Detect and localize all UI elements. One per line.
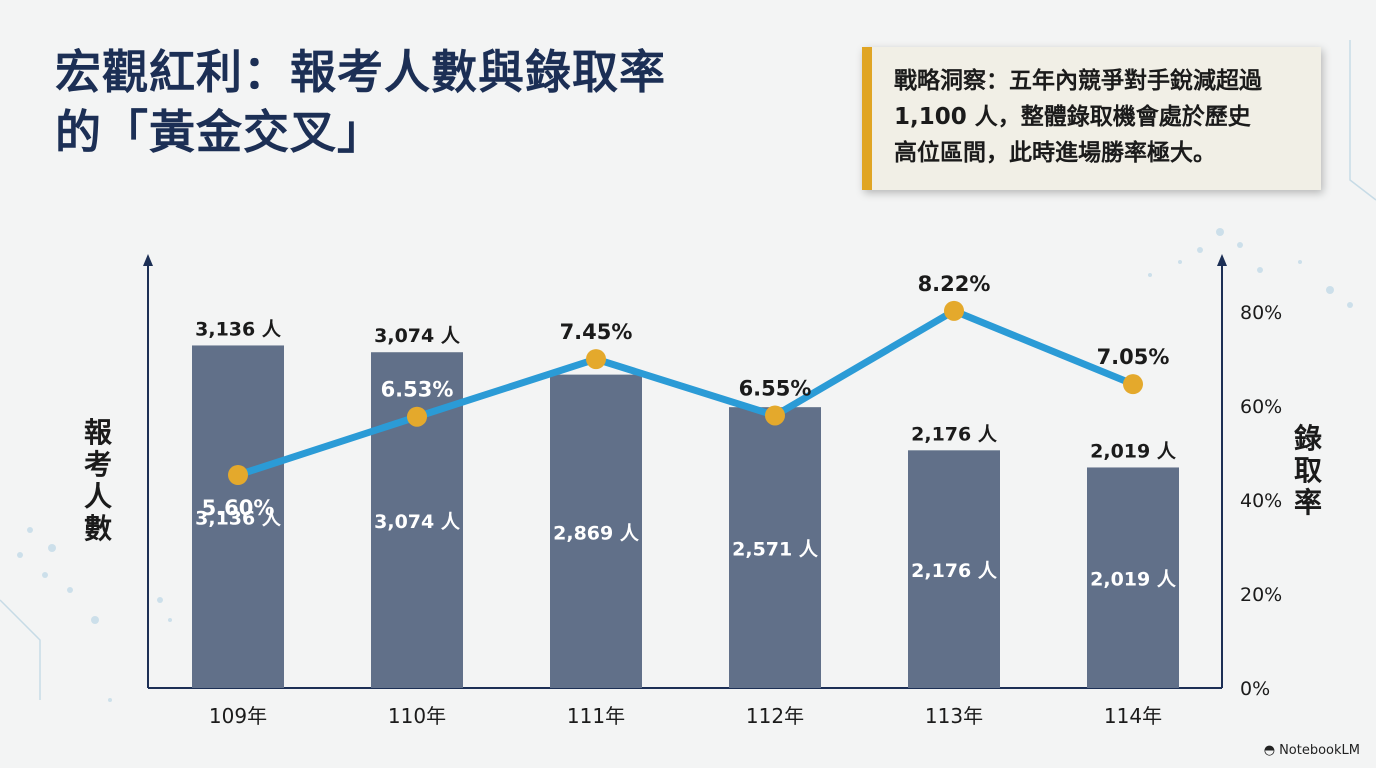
bar-3 [550, 374, 642, 688]
decorative-dots [17, 228, 1353, 702]
rate-point-4 [765, 405, 785, 426]
rate-point-5 [944, 300, 964, 321]
insight-line-1: 戰略洞察：五年內競爭對手銳減超過 [894, 68, 1262, 94]
insight-line-3: 高位區間，此時進場勝率極大。 [894, 140, 1216, 166]
rate-line [236, 307, 1135, 479]
bar-1 [192, 345, 284, 688]
bar-inner-label-2: 3,074 人 [374, 511, 461, 533]
brand-mark: ◓ NotebookLM [1264, 743, 1360, 758]
title-line-1: 宏觀紅利：報考人數與錄取率 [55, 45, 666, 99]
y-right-tick-label-4: 60% [1240, 396, 1282, 418]
bar-top-label-1: 3,136 人 [195, 318, 282, 340]
rate-point-3 [586, 349, 606, 370]
bar-6 [1087, 467, 1179, 688]
rate-label-2: 6.53% [381, 378, 454, 402]
y-right-tick-label-2: 20% [1240, 584, 1282, 606]
bar-top-label-2: 3,074 人 [374, 325, 461, 347]
title-line-2: 的「黃金交叉」 [55, 105, 384, 159]
bar-inner-label-1: 3,136 人 [195, 508, 282, 530]
x-tick-label-2: 110年 [388, 704, 446, 728]
y-axis-right-title: 錄取率 [1294, 422, 1322, 519]
x-tick-label-4: 112年 [746, 704, 804, 728]
x-tick-label-6: 114年 [1104, 704, 1162, 728]
rate-label-3: 7.45% [560, 320, 633, 344]
rate-point-2 [407, 406, 427, 427]
right-axis-arrow [1217, 254, 1227, 266]
notebooklm-icon: ◓ [1263, 743, 1276, 758]
x-tick-label-3: 111年 [567, 704, 625, 728]
insight-line-2: 1,100 人，整體錄取機會處於歷史 [894, 104, 1251, 130]
bar-inner-label-3: 2,869 人 [553, 522, 640, 544]
bar-inner-label-4: 2,571 人 [732, 539, 819, 561]
rate-point-1 [228, 465, 248, 485]
bar-4 [729, 407, 821, 688]
rate-point-6 [1123, 374, 1143, 395]
x-tick-label-5: 113年 [925, 704, 983, 728]
bar-inner-label-6: 2,019 人 [1090, 569, 1177, 591]
rate-label-4: 6.55% [739, 376, 812, 400]
bar-inner-label-5: 2,176 人 [911, 560, 998, 582]
insight-callout: 戰略洞察：五年內競爭對手銳減超過 1,100 人，整體錄取機會處於歷史 高位區間… [862, 47, 1321, 190]
bar-5 [908, 450, 1000, 688]
rate-label-1: 5.60% [202, 496, 275, 520]
x-tick-label-1: 109年 [209, 704, 267, 728]
y-right-tick-label-3: 40% [1240, 490, 1282, 512]
y-axis-left-title: 報考人數 [84, 416, 113, 545]
bar-top-label-6: 2,019 人 [1090, 440, 1177, 462]
rate-label-5: 8.22% [918, 272, 991, 296]
page-title: 宏觀紅利：報考人數與錄取率 的「黃金交叉」 [55, 42, 666, 162]
decorative-lines [0, 40, 1376, 700]
brand-label: NotebookLM [1279, 743, 1360, 758]
y-right-tick-label-1: 0% [1240, 678, 1270, 700]
rate-label-6: 7.05% [1097, 345, 1170, 369]
left-axis-arrow [143, 254, 153, 266]
bar-top-label-5: 2,176 人 [911, 423, 998, 445]
y-right-tick-label-5: 80% [1240, 302, 1282, 324]
